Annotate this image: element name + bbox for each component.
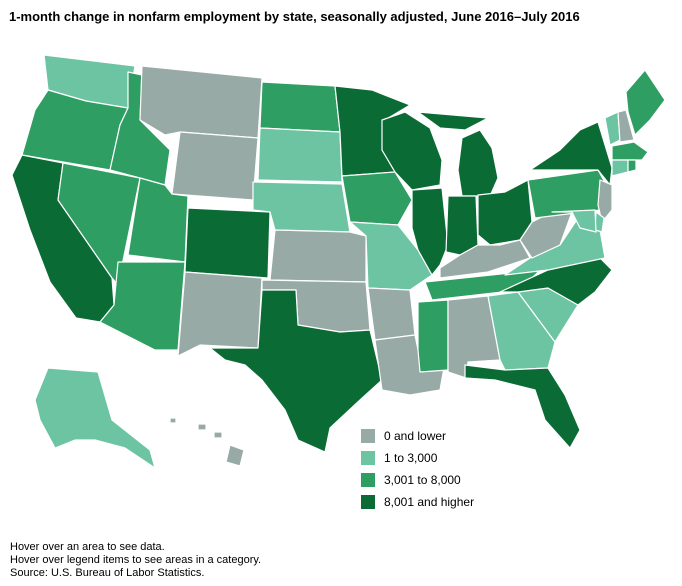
state-utah[interactable] xyxy=(127,177,189,263)
legend: 0 and lower 1 to 3,000 3,001 to 8,000 8,… xyxy=(361,425,474,513)
state-kansas[interactable] xyxy=(269,229,367,283)
state-massachusetts[interactable] xyxy=(611,141,649,161)
state-missouri[interactable] xyxy=(349,221,433,291)
legend-swatch xyxy=(361,429,375,443)
inset-border-alaska xyxy=(10,351,159,470)
state-south-dakota[interactable] xyxy=(257,127,343,183)
state-hawaii[interactable] xyxy=(169,417,245,467)
legend-item-3001-to-8000[interactable]: 3,001 to 8,000 xyxy=(361,469,474,491)
chart-title: 1-month change in nonfarm employment by … xyxy=(9,9,580,24)
state-louisiana[interactable] xyxy=(374,334,446,396)
state-iowa[interactable] xyxy=(341,171,413,226)
footnotes: Hover over an area to see data. Hover ov… xyxy=(10,541,261,580)
state-mississippi[interactable] xyxy=(417,299,449,373)
legend-label: 8,001 and higher xyxy=(384,495,475,509)
state-new-york[interactable] xyxy=(529,121,613,186)
state-new-jersey[interactable] xyxy=(597,179,613,223)
legend-label: 3,001 to 8,000 xyxy=(384,473,461,487)
state-north-dakota[interactable] xyxy=(259,81,341,133)
legend-swatch xyxy=(361,473,375,487)
legend-item-8001-and-higher[interactable]: 8,001 and higher xyxy=(361,491,474,513)
state-florida[interactable] xyxy=(464,364,581,449)
state-wisconsin[interactable] xyxy=(381,111,443,191)
state-virginia[interactable] xyxy=(504,217,606,276)
legend-label: 1 to 3,000 xyxy=(384,451,438,465)
hover-note-areas: Hover over an area to see data. xyxy=(10,541,165,553)
state-connecticut[interactable] xyxy=(611,159,629,177)
state-new-hampshire[interactable] xyxy=(617,109,635,143)
state-maryland[interactable] xyxy=(551,209,597,233)
legend-item-0-and-lower[interactable]: 0 and lower xyxy=(361,425,474,447)
state-maine[interactable] xyxy=(625,69,666,136)
state-illinois[interactable] xyxy=(411,187,449,276)
state-new-mexico[interactable] xyxy=(177,271,263,357)
state-montana[interactable] xyxy=(139,65,263,139)
state-nevada[interactable] xyxy=(57,162,141,286)
legend-swatch xyxy=(361,451,375,465)
state-wyoming[interactable] xyxy=(171,131,259,201)
legend-item-1-to-3000[interactable]: 1 to 3,000 xyxy=(361,447,474,469)
state-colorado[interactable] xyxy=(184,207,271,279)
source-note: Source: U.S. Bureau of Labor Statistics. xyxy=(10,567,205,579)
legend-swatch xyxy=(361,495,375,509)
state-arkansas[interactable] xyxy=(367,287,416,341)
inset-border-hawaii xyxy=(148,399,263,472)
state-michigan[interactable] xyxy=(417,111,499,197)
state-texas[interactable] xyxy=(209,289,383,453)
state-alaska[interactable] xyxy=(34,367,156,469)
legend-label: 0 and lower xyxy=(384,429,447,443)
state-rhode-island[interactable] xyxy=(627,159,637,173)
hover-note-legend: Hover over legend items to see areas in … xyxy=(10,554,262,566)
state-indiana[interactable] xyxy=(445,195,479,256)
